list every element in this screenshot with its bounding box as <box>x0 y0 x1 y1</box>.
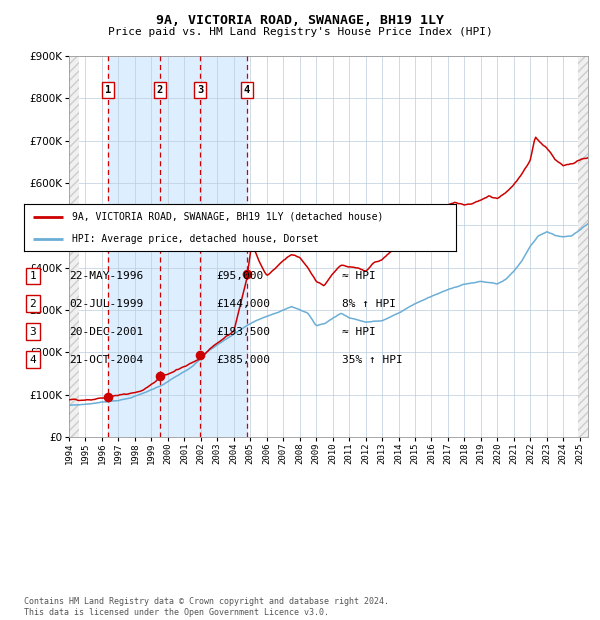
Bar <box>200 56 247 437</box>
Text: 02-JUL-1999: 02-JUL-1999 <box>69 299 143 309</box>
Text: Price paid vs. HM Land Registry's House Price Index (HPI): Price paid vs. HM Land Registry's House … <box>107 27 493 37</box>
Text: 22-MAY-1996: 22-MAY-1996 <box>69 271 143 281</box>
Text: 21-OCT-2004: 21-OCT-2004 <box>69 355 143 365</box>
Text: 9A, VICTORIA ROAD, SWANAGE, BH19 1LY (detached house): 9A, VICTORIA ROAD, SWANAGE, BH19 1LY (de… <box>71 211 383 222</box>
Text: HPI: Average price, detached house, Dorset: HPI: Average price, detached house, Dors… <box>71 234 318 244</box>
Text: 3: 3 <box>197 85 203 95</box>
Point <box>155 371 164 381</box>
Point <box>196 350 205 360</box>
Point <box>242 269 252 279</box>
Text: 4: 4 <box>244 85 250 95</box>
Text: 35% ↑ HPI: 35% ↑ HPI <box>342 355 403 365</box>
Point <box>104 392 113 402</box>
Text: £385,000: £385,000 <box>216 355 270 365</box>
Text: 20-DEC-2001: 20-DEC-2001 <box>69 327 143 337</box>
Text: ≈ HPI: ≈ HPI <box>342 327 376 337</box>
Text: £144,000: £144,000 <box>216 299 270 309</box>
Bar <box>109 56 160 437</box>
Text: 2: 2 <box>29 299 37 309</box>
Text: £95,000: £95,000 <box>216 271 263 281</box>
Text: 9A, VICTORIA ROAD, SWANAGE, BH19 1LY: 9A, VICTORIA ROAD, SWANAGE, BH19 1LY <box>156 14 444 27</box>
Text: 2: 2 <box>157 85 163 95</box>
Text: 4: 4 <box>29 355 37 365</box>
Text: 3: 3 <box>29 327 37 337</box>
Text: Contains HM Land Registry data © Crown copyright and database right 2024.
This d: Contains HM Land Registry data © Crown c… <box>24 598 389 617</box>
Text: 1: 1 <box>105 85 112 95</box>
Text: ≈ HPI: ≈ HPI <box>342 271 376 281</box>
Text: £193,500: £193,500 <box>216 327 270 337</box>
Text: 1: 1 <box>29 271 37 281</box>
Bar <box>160 56 200 437</box>
Text: 8% ↑ HPI: 8% ↑ HPI <box>342 299 396 309</box>
